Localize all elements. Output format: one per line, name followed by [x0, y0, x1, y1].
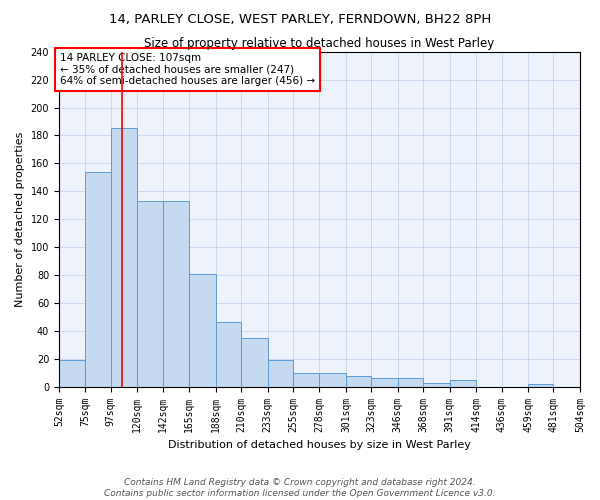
Bar: [268, 360, 293, 386]
Bar: [371, 378, 398, 386]
Bar: [215, 322, 241, 386]
Bar: [111, 128, 137, 386]
Text: 14 PARLEY CLOSE: 107sqm
← 35% of detached houses are smaller (247)
64% of semi-d: 14 PARLEY CLOSE: 107sqm ← 35% of detache…: [60, 53, 315, 86]
Text: Contains HM Land Registry data © Crown copyright and database right 2024.
Contai: Contains HM Land Registry data © Crown c…: [104, 478, 496, 498]
Y-axis label: Number of detached properties: Number of detached properties: [15, 132, 25, 307]
Bar: [319, 372, 346, 386]
Bar: [450, 380, 476, 386]
Bar: [85, 172, 111, 386]
Bar: [346, 376, 371, 386]
Bar: [423, 382, 450, 386]
Bar: [241, 338, 268, 386]
Bar: [59, 360, 85, 386]
Bar: [163, 201, 189, 386]
Bar: [293, 372, 319, 386]
Bar: [398, 378, 423, 386]
Text: 14, PARLEY CLOSE, WEST PARLEY, FERNDOWN, BH22 8PH: 14, PARLEY CLOSE, WEST PARLEY, FERNDOWN,…: [109, 12, 491, 26]
X-axis label: Distribution of detached houses by size in West Parley: Distribution of detached houses by size …: [168, 440, 471, 450]
Bar: [137, 201, 163, 386]
Bar: [189, 274, 215, 386]
Bar: [528, 384, 553, 386]
Title: Size of property relative to detached houses in West Parley: Size of property relative to detached ho…: [145, 38, 494, 51]
